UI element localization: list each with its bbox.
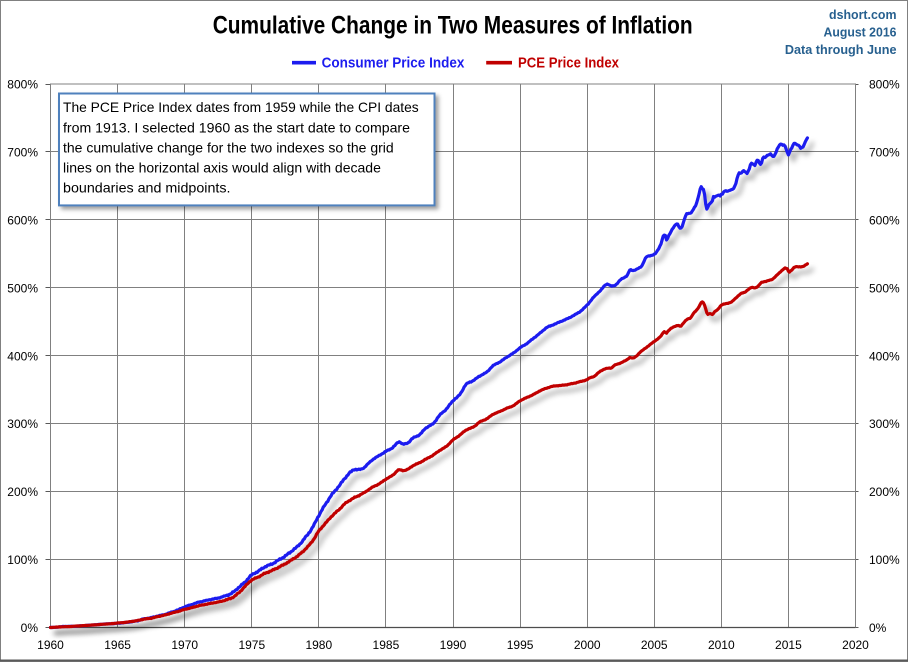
svg-text:800%: 800% [869, 78, 900, 92]
svg-text:1980: 1980 [305, 638, 332, 652]
svg-text:the cumulative change for the: the cumulative change for the two indexe… [63, 139, 394, 155]
svg-text:Cumulative Change in Two Measu: Cumulative Change in Two Measures of Inf… [213, 12, 693, 40]
svg-text:boundaries and midpoints.: boundaries and midpoints. [63, 180, 231, 196]
svg-text:Data through June: Data through June [785, 42, 897, 57]
svg-text:from 1913. I selected 1960 as: from 1913. I selected 1960 as the start … [63, 119, 410, 135]
svg-text:300%: 300% [7, 417, 38, 431]
svg-text:0%: 0% [869, 621, 887, 635]
svg-text:600%: 600% [869, 213, 900, 227]
svg-text:400%: 400% [7, 349, 38, 363]
svg-text:1975: 1975 [238, 638, 265, 652]
svg-text:0%: 0% [21, 621, 39, 635]
svg-text:200%: 200% [869, 485, 900, 499]
svg-text:Consumer Price Index: Consumer Price Index [322, 55, 465, 72]
svg-text:1965: 1965 [104, 638, 131, 652]
svg-text:1985: 1985 [373, 638, 400, 652]
svg-text:300%: 300% [869, 417, 900, 431]
svg-text:800%: 800% [7, 78, 38, 92]
svg-text:1970: 1970 [171, 638, 198, 652]
svg-text:700%: 700% [7, 145, 38, 159]
svg-text:2010: 2010 [708, 638, 735, 652]
svg-text:100%: 100% [7, 553, 38, 567]
svg-text:200%: 200% [7, 485, 38, 499]
svg-text:2000: 2000 [574, 638, 601, 652]
svg-text:700%: 700% [869, 145, 900, 159]
svg-text:dshort.com: dshort.com [829, 7, 897, 22]
svg-text:lines on the horizontal axis: lines on the horizontal axis would align… [63, 160, 381, 176]
svg-text:PCE Price Index: PCE Price Index [518, 55, 620, 72]
svg-text:400%: 400% [869, 349, 900, 363]
svg-text:1995: 1995 [507, 638, 534, 652]
svg-text:1960: 1960 [37, 638, 64, 652]
svg-text:500%: 500% [869, 281, 900, 295]
svg-text:August 2016: August 2016 [824, 24, 897, 39]
svg-text:100%: 100% [869, 553, 900, 567]
svg-text:500%: 500% [7, 281, 38, 295]
svg-text:2015: 2015 [775, 638, 802, 652]
svg-text:The PCE Price Index dates from: The PCE Price Index dates from 1959 whil… [63, 99, 419, 115]
svg-text:600%: 600% [7, 213, 38, 227]
svg-text:2005: 2005 [641, 638, 668, 652]
svg-text:2020: 2020 [842, 638, 869, 652]
svg-text:1990: 1990 [440, 638, 467, 652]
